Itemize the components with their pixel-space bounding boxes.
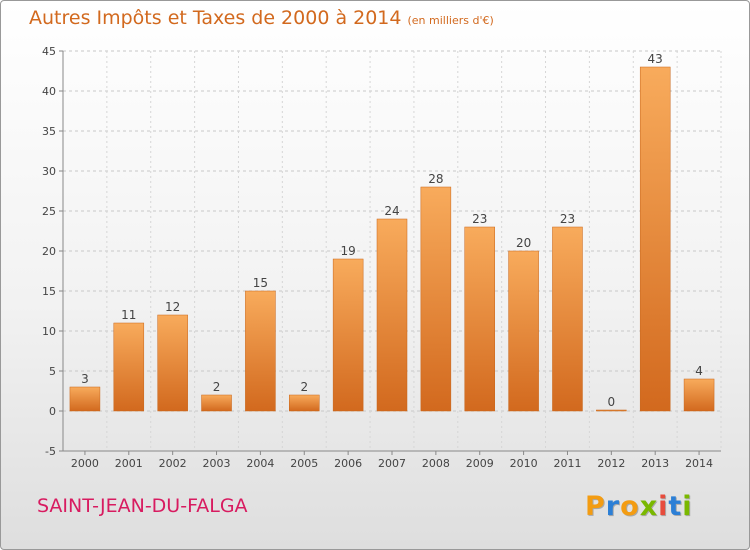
logo-letter: i [658, 491, 669, 522]
bars [69, 66, 715, 412]
bar-value-label: 19 [340, 244, 355, 258]
y-tick-label: -5 [45, 445, 56, 458]
y-tick-label: 25 [42, 205, 56, 218]
bar [552, 226, 583, 412]
bar-value-label: 3 [81, 372, 89, 386]
bar-value-label: 0 [608, 395, 616, 409]
bar-value-label: 23 [472, 212, 487, 226]
bar [596, 409, 627, 412]
bar-value-label: 12 [165, 300, 180, 314]
bar-value-label: 28 [428, 172, 443, 186]
y-tick-label: 0 [49, 405, 56, 418]
logo-letter: P [585, 491, 606, 522]
x-tick-label: 2000 [71, 457, 99, 470]
y-tick-label: 10 [42, 325, 56, 338]
bar-value-label: 15 [253, 276, 268, 290]
bar [157, 314, 188, 412]
bar [508, 250, 539, 412]
bar [245, 290, 276, 412]
bar-value-label: 20 [516, 236, 531, 250]
logo-letter: x [639, 491, 659, 522]
bar [376, 218, 408, 412]
logo-letter: r [605, 491, 621, 522]
y-tick-label: 40 [42, 85, 56, 98]
x-tick-label: 2006 [334, 457, 362, 470]
x-tick-label: 2008 [422, 457, 450, 470]
bar [464, 226, 495, 412]
x-tick-label: 2005 [290, 457, 318, 470]
logo-letter: o [620, 491, 640, 522]
x-tick-label: 2013 [641, 457, 669, 470]
y-tick-label: 5 [49, 365, 56, 378]
axes [59, 50, 721, 455]
bar [69, 386, 101, 412]
x-tick-label: 2011 [553, 457, 581, 470]
bar [683, 378, 715, 412]
x-tick-label: 2003 [203, 457, 231, 470]
y-tick-label: 30 [42, 165, 56, 178]
chart-title-text: Autres Impôts et Taxes de 2000 à 2014 [29, 7, 402, 29]
x-tick-label: 2014 [685, 457, 713, 470]
x-tick-label: 2004 [246, 457, 274, 470]
logo-letter: t [668, 491, 683, 522]
bar-value-label: 2 [300, 380, 308, 394]
bar-value-label: 23 [560, 212, 575, 226]
chart-subtitle: (en milliers d'€) [407, 14, 494, 27]
x-tick-label: 2012 [597, 457, 625, 470]
bar [639, 66, 671, 412]
chart-title: Autres Impôts et Taxes de 2000 à 2014 (en… [29, 7, 494, 29]
bar [113, 322, 145, 412]
commune-name: SAINT-JEAN-DU-FALGA [37, 495, 248, 517]
bar-value-label: 4 [695, 364, 703, 378]
bar-value-label: 11 [121, 308, 136, 322]
labels: -505101520253035404532000112001122002220… [42, 45, 713, 470]
y-tick-label: 15 [42, 285, 56, 298]
x-tick-label: 2009 [466, 457, 494, 470]
bar-value-label: 24 [384, 204, 399, 218]
y-tick-label: 35 [42, 125, 56, 138]
bar-value-label: 43 [648, 52, 663, 66]
bar [420, 186, 452, 412]
x-tick-label: 2002 [159, 457, 187, 470]
x-tick-label: 2001 [115, 457, 143, 470]
x-tick-label: 2010 [510, 457, 538, 470]
y-tick-label: 20 [42, 245, 56, 258]
logo-letter: i [682, 491, 693, 522]
y-tick-label: 45 [42, 45, 56, 58]
bar [289, 394, 320, 412]
bar [201, 394, 232, 412]
bar [332, 258, 364, 412]
proxiti-logo: Proxiti [585, 491, 693, 522]
x-tick-label: 2007 [378, 457, 406, 470]
bar-value-label: 2 [213, 380, 221, 394]
